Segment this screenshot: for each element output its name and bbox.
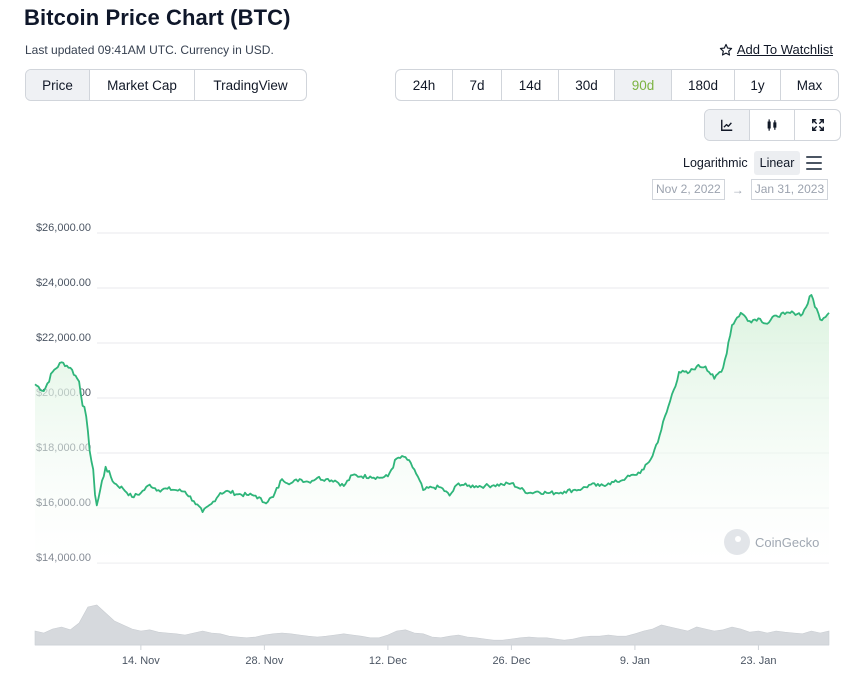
line-chart-button[interactable] [705, 110, 750, 140]
y-tick-label: $22,000.00 [36, 332, 91, 344]
page-title: Bitcoin Price Chart (BTC) [24, 5, 291, 30]
x-tick-label: 28. Nov [245, 655, 283, 667]
scale-linear[interactable]: Linear [753, 151, 801, 175]
last-updated-text: Last updated 09:41AM UTC. Currency in US… [25, 43, 274, 57]
range-max[interactable]: Max [796, 77, 823, 93]
fullscreen-icon [811, 119, 824, 131]
price-area [35, 294, 829, 563]
x-tick-label: 26. Dec [492, 655, 530, 667]
volume-area [34, 604, 830, 646]
star-outline-icon [719, 43, 733, 56]
hamburger-menu-icon[interactable] [806, 156, 823, 170]
tab-market-cap[interactable]: Market Cap [90, 70, 195, 100]
range-90d[interactable]: 90d [615, 70, 672, 100]
x-tick-label: 14. Nov [122, 655, 160, 667]
x-tick-label: 23. Jan [740, 655, 776, 667]
chart-type-toggle [704, 109, 841, 141]
line-chart-icon [721, 119, 733, 131]
date-arrow: → [731, 182, 744, 197]
range-14d[interactable]: 14d [502, 70, 559, 100]
watermark-text: CoinGecko [755, 534, 820, 550]
date-to-input[interactable]: Jan 31, 2023 [750, 179, 829, 200]
time-range-tabs: 24h 7d 14d 30d 90d 180d 1y Max [395, 69, 839, 101]
range-30d[interactable]: 30d [559, 70, 615, 100]
date-range-picker: Nov 2, 2022 → Jan 31, 2023 [652, 179, 829, 200]
tab-tradingview[interactable]: TradingView [213, 77, 288, 93]
date-from-input[interactable]: Nov 2, 2022 [652, 179, 725, 200]
y-tick-label: $26,000.00 [36, 222, 91, 234]
range-180d[interactable]: 180d [672, 70, 735, 100]
watchlist-label: Add To Watchlist [736, 42, 833, 57]
candlestick-button[interactable] [750, 110, 795, 140]
scale-logarithmic[interactable]: Logarithmic [683, 156, 748, 170]
coingecko-logo-icon [724, 529, 750, 555]
y-tick-label: $24,000.00 [36, 277, 91, 289]
add-to-watchlist-link[interactable]: Add To Watchlist [719, 42, 833, 57]
tab-price[interactable]: Price [26, 70, 90, 100]
view-type-tabs: Price Market Cap TradingView [25, 69, 307, 101]
candlestick-icon [767, 119, 777, 131]
x-tick-label: 12. Dec [369, 655, 407, 667]
x-tick-label: 9. Jan [620, 655, 650, 667]
price-line [34, 294, 830, 513]
range-1y[interactable]: 1y [735, 70, 781, 100]
coingecko-watermark: CoinGecko [724, 529, 819, 555]
range-24h[interactable]: 24h [396, 70, 453, 100]
range-7d[interactable]: 7d [453, 70, 502, 100]
scale-toggle: Logarithmic Linear [677, 151, 823, 175]
fullscreen-button[interactable] [795, 110, 840, 140]
